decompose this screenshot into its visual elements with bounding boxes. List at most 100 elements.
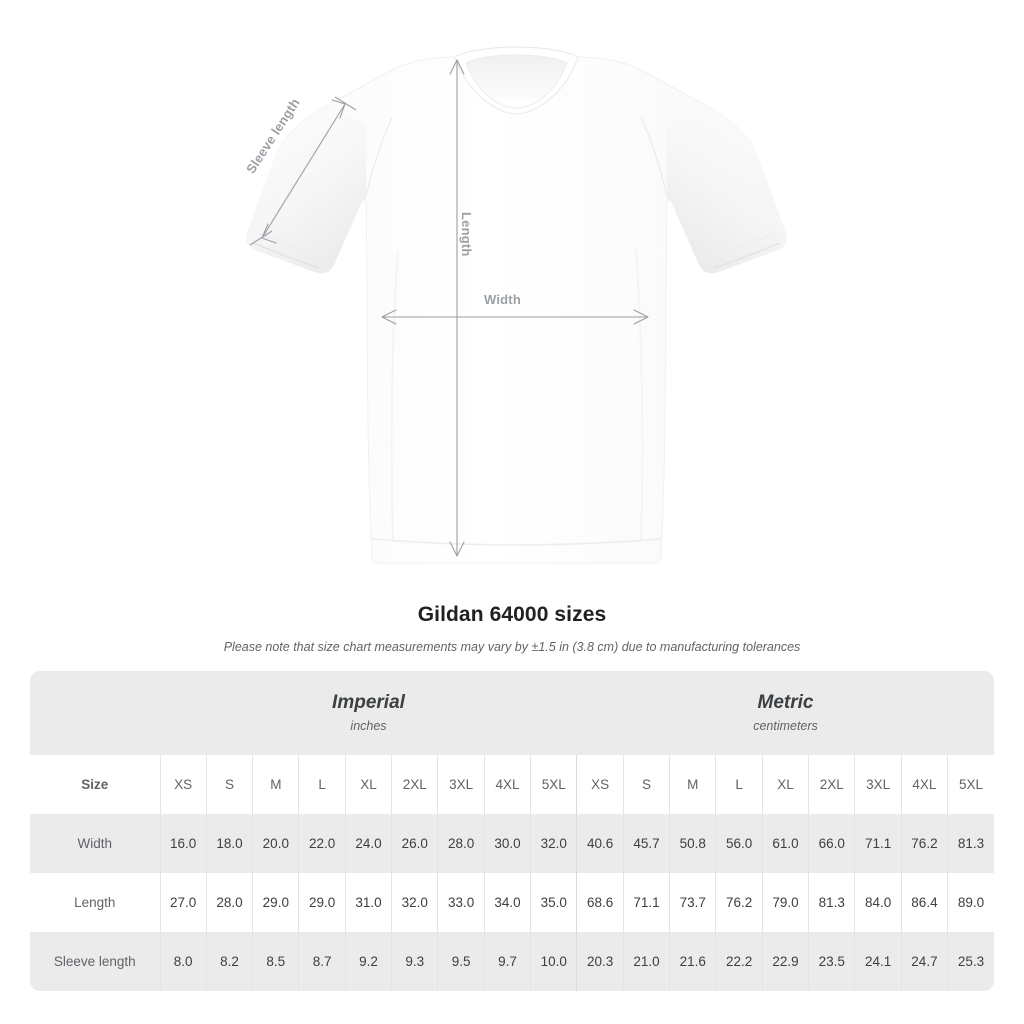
cell-sleeve-length-metric-2xl: 23.5 bbox=[808, 932, 856, 991]
cell-length-metric-s: 71.1 bbox=[623, 873, 671, 932]
row-header-sleeve-length: Sleeve length bbox=[30, 932, 161, 991]
size-header-xs: XS bbox=[576, 755, 624, 814]
right-armhole-seam bbox=[640, 117, 668, 197]
cell-width-imperial-5xl: 32.0 bbox=[530, 814, 578, 873]
length-label: Length bbox=[459, 212, 474, 257]
cell-width-imperial-m: 20.0 bbox=[252, 814, 300, 873]
cell-length-metric-4xl: 86.4 bbox=[901, 873, 949, 932]
cell-sleeve-length-imperial-3xl: 9.5 bbox=[437, 932, 485, 991]
dimension-lines bbox=[249, 59, 649, 557]
size-header-m: M bbox=[252, 755, 300, 814]
width-dimension bbox=[381, 309, 649, 325]
cell-width-imperial-s: 18.0 bbox=[206, 814, 254, 873]
size-header-3xl: 3XL bbox=[854, 755, 902, 814]
table-row: Length 27.0 28.0 29.0 29.0 31.0 32.0 33.0 34.0 35… bbox=[30, 873, 994, 932]
table-row: Sleeve length 8.0 8.2 8.5 8.7 9.2 9.3 9.5 9.7 10.… bbox=[30, 932, 994, 991]
banner-spacer bbox=[30, 671, 160, 755]
size-header-2xl: 2XL bbox=[808, 755, 856, 814]
unit-banner-row: Imperial inches Metric centimeters bbox=[30, 671, 994, 755]
cell-width-metric-xl: 61.0 bbox=[762, 814, 810, 873]
cell-sleeve-length-imperial-2xl: 9.3 bbox=[391, 932, 439, 991]
cell-width-metric-xs: 40.6 bbox=[576, 814, 624, 873]
cell-length-imperial-xs: 27.0 bbox=[160, 873, 207, 932]
row-header-length: Length bbox=[30, 873, 161, 932]
cell-width-metric-5xl: 81.3 bbox=[957, 836, 985, 851]
cell-width-imperial-3xl: 28.0 bbox=[437, 814, 485, 873]
table-row: Width 16.0 18.0 20.0 22.0 24.0 26.0 28.0 30.0 32.… bbox=[30, 814, 994, 873]
left-armhole-seam bbox=[365, 117, 393, 197]
tshirt-illustration bbox=[246, 46, 787, 564]
size-header-xs: XS bbox=[160, 755, 207, 814]
unit-name: Imperial bbox=[332, 692, 405, 713]
unit-header-imperial: Imperial inches bbox=[160, 671, 577, 755]
size-table-container: Imperial inches Metric centimeters Size XS S M L… bbox=[30, 671, 994, 991]
cell-width-metric-2xl: 66.0 bbox=[808, 814, 856, 873]
right-sleeve-shading bbox=[666, 104, 787, 274]
size-header-2xl: 2XL bbox=[391, 755, 439, 814]
size-header-l: L bbox=[715, 755, 763, 814]
cell-width-metric-4xl: 76.2 bbox=[901, 814, 949, 873]
size-header-row: Size XS S M L XL 2XL 3XL 4XL 5XL XS S M L XL 2XL 3XL 4XL 5… bbox=[30, 755, 994, 814]
cell-length-metric-5xl: 89.0 bbox=[957, 895, 985, 910]
cell-sleeve-length-imperial-xs: 8.0 bbox=[160, 932, 207, 991]
cell-length-imperial-m: 29.0 bbox=[252, 873, 300, 932]
unit-subtitle: inches bbox=[350, 719, 387, 733]
cell-sleeve-length-metric-5xl: 25.3 bbox=[957, 954, 985, 969]
body-fold-left bbox=[390, 249, 399, 541]
tshirt-silhouette bbox=[246, 46, 787, 564]
cell-length-metric-xs: 68.6 bbox=[576, 873, 624, 932]
row-header-size: Size bbox=[30, 755, 161, 814]
size-header-m: M bbox=[669, 755, 717, 814]
cell-sleeve-length-metric-3xl: 24.1 bbox=[854, 932, 902, 991]
body-fold-right bbox=[635, 249, 644, 541]
cell-sleeve-length-metric-xs: 20.3 bbox=[576, 932, 624, 991]
cell-width-imperial-xs: 16.0 bbox=[160, 814, 207, 873]
size-header-3xl: 3XL bbox=[437, 755, 485, 814]
cell-width-metric-s: 45.7 bbox=[623, 814, 671, 873]
cell-length-imperial-2xl: 32.0 bbox=[391, 873, 439, 932]
cell-sleeve-length-metric-m: 21.6 bbox=[669, 932, 717, 991]
width-label: Width bbox=[484, 292, 521, 307]
cell-length-imperial-5xl: 35.0 bbox=[530, 873, 578, 932]
cell-length-metric-l: 76.2 bbox=[715, 873, 763, 932]
size-header-5xl: 5XL bbox=[959, 777, 984, 792]
cell-sleeve-length-metric-4xl: 24.7 bbox=[901, 932, 949, 991]
cell-sleeve-length-imperial-s: 8.2 bbox=[206, 932, 254, 991]
left-sleeve-shading bbox=[246, 104, 367, 274]
cell-width-imperial-2xl: 26.0 bbox=[391, 814, 439, 873]
cell-width-metric-l: 56.0 bbox=[715, 814, 763, 873]
cell-width-metric-3xl: 71.1 bbox=[854, 814, 902, 873]
page-title: Gildan 64000 sizes bbox=[417, 603, 607, 626]
cell-sleeve-length-metric-l: 22.2 bbox=[715, 932, 763, 991]
length-dimension bbox=[449, 59, 465, 557]
cell-length-metric-3xl: 84.0 bbox=[854, 873, 902, 932]
title-block: Gildan 64000 sizes Please note that size… bbox=[0, 600, 1024, 656]
cell-sleeve-length-imperial-5xl: 10.0 bbox=[530, 932, 578, 991]
cell-length-imperial-l: 29.0 bbox=[298, 873, 346, 932]
cell-length-imperial-xl: 31.0 bbox=[345, 873, 393, 932]
cell-width-imperial-l: 22.0 bbox=[298, 814, 346, 873]
size-header-s: S bbox=[206, 755, 254, 814]
cell-sleeve-length-metric-s: 21.0 bbox=[623, 932, 671, 991]
cell-sleeve-length-imperial-m: 8.5 bbox=[252, 932, 300, 991]
unit-name: Metric bbox=[757, 692, 814, 713]
cell-width-imperial-4xl: 30.0 bbox=[484, 814, 532, 873]
size-header-l: L bbox=[298, 755, 346, 814]
cell-sleeve-length-metric-xl: 22.9 bbox=[762, 932, 810, 991]
cell-width-imperial-xl: 24.0 bbox=[345, 814, 393, 873]
cell-length-metric-m: 73.7 bbox=[669, 873, 717, 932]
size-header-xl: XL bbox=[762, 755, 810, 814]
cell-sleeve-length-imperial-l: 8.7 bbox=[298, 932, 346, 991]
bottom-hem bbox=[371, 538, 662, 546]
size-header-4xl: 4XL bbox=[901, 755, 949, 814]
cell-width-metric-m: 50.8 bbox=[669, 814, 717, 873]
cell-length-metric-2xl: 81.3 bbox=[808, 873, 856, 932]
cell-sleeve-length-imperial-4xl: 9.7 bbox=[484, 932, 532, 991]
cell-length-imperial-3xl: 33.0 bbox=[437, 873, 485, 932]
size-header-xl: XL bbox=[345, 755, 393, 814]
right-sleeve-hem-inner bbox=[710, 232, 776, 259]
right-sleeve-hem bbox=[713, 242, 781, 269]
size-header-5xl: 5XL bbox=[530, 755, 578, 814]
cell-length-metric-xl: 79.0 bbox=[762, 873, 810, 932]
